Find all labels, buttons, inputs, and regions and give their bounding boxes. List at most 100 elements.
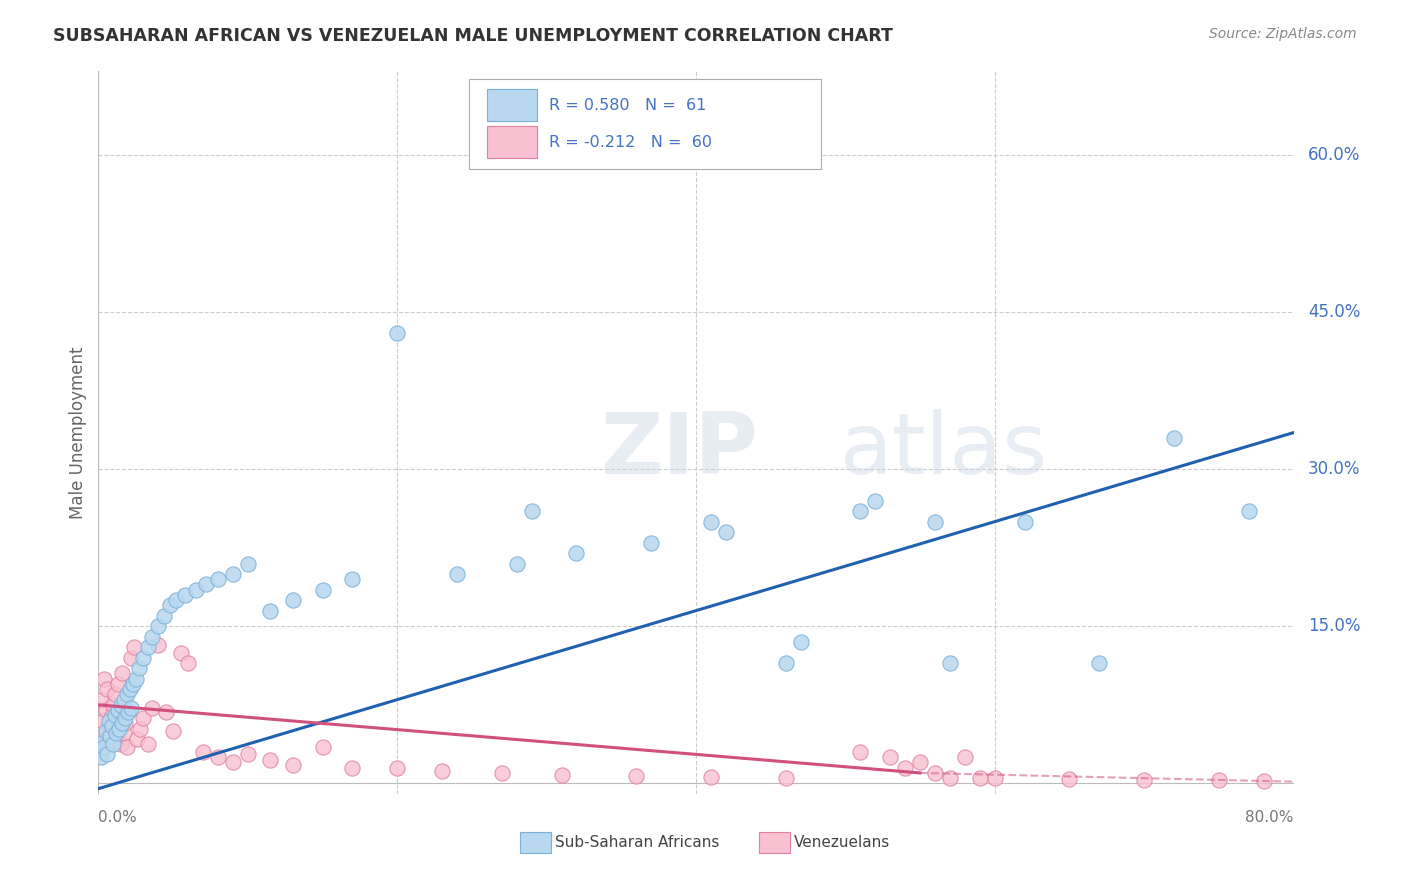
Point [114, 711, 136, 725]
Point [125, 672, 148, 686]
Point [128, 661, 150, 675]
Y-axis label: Male Unemployment: Male Unemployment [69, 346, 87, 519]
Point [121, 677, 143, 691]
Point [939, 656, 962, 670]
Point [849, 504, 872, 518]
Point [236, 747, 259, 761]
Point [101, 708, 124, 723]
Point [105, 734, 128, 748]
Point [89, 724, 111, 739]
Point [281, 757, 304, 772]
Point [96, 747, 118, 761]
FancyBboxPatch shape [470, 78, 821, 169]
Point [98, 719, 122, 733]
Text: 80.0%: 80.0% [1246, 810, 1294, 824]
Point [1133, 773, 1156, 788]
Point [111, 666, 134, 681]
Point [141, 701, 163, 715]
Point [640, 535, 662, 549]
Point [550, 768, 572, 782]
Point [195, 577, 218, 591]
Point [90, 750, 112, 764]
Point [311, 582, 333, 597]
Point [96, 682, 118, 697]
Point [342, 572, 364, 586]
Point [385, 761, 409, 775]
Point [311, 739, 333, 754]
Point [610, 137, 633, 152]
Point [91, 734, 114, 748]
Text: SUBSAHARAN AFRICAN VS VENEZUELAN MALE UNEMPLOYMENT CORRELATION CHART: SUBSAHARAN AFRICAN VS VENEZUELAN MALE UN… [53, 27, 893, 45]
FancyBboxPatch shape [486, 89, 537, 121]
Text: 45.0%: 45.0% [1308, 303, 1360, 321]
Point [969, 771, 991, 785]
Point [111, 715, 134, 730]
Point [924, 766, 946, 780]
Point [1237, 504, 1260, 518]
Point [94, 724, 117, 739]
Point [97, 729, 120, 743]
Text: 15.0%: 15.0% [1308, 617, 1361, 635]
Point [939, 771, 962, 785]
Point [117, 705, 139, 719]
Text: 30.0%: 30.0% [1308, 460, 1361, 478]
Point [879, 750, 901, 764]
Point [148, 619, 170, 633]
Point [107, 677, 129, 691]
Point [1253, 774, 1275, 789]
Point [132, 711, 155, 725]
Point [103, 737, 125, 751]
Point [110, 698, 132, 712]
Point [491, 766, 513, 780]
FancyBboxPatch shape [520, 832, 551, 853]
Point [141, 630, 163, 644]
Text: R = 0.580   N =  61: R = 0.580 N = 61 [548, 98, 706, 113]
Point [789, 635, 811, 649]
Point [565, 546, 588, 560]
Point [714, 525, 737, 540]
Text: 0.0%: 0.0% [98, 810, 138, 824]
Point [120, 701, 142, 715]
Point [281, 593, 304, 607]
Point [984, 771, 1007, 785]
Point [162, 724, 184, 739]
FancyBboxPatch shape [486, 126, 537, 158]
Point [849, 745, 872, 759]
Point [89, 745, 111, 759]
Point [129, 722, 152, 736]
Text: Venezuelans: Venezuelans [794, 835, 890, 850]
Point [1163, 431, 1185, 445]
Point [159, 599, 181, 613]
Text: Sub-Saharan Africans: Sub-Saharan Africans [555, 835, 720, 850]
Text: ZIP: ZIP [600, 409, 758, 492]
Point [222, 566, 245, 581]
Point [207, 572, 229, 586]
Point [430, 764, 453, 778]
Point [132, 650, 155, 665]
Point [174, 588, 197, 602]
Point [626, 769, 648, 783]
Point [385, 326, 409, 340]
Point [342, 761, 364, 775]
Point [97, 714, 120, 728]
Point [446, 566, 468, 581]
Point [184, 582, 207, 597]
Point [104, 687, 127, 701]
Point [165, 593, 187, 607]
Point [775, 771, 797, 785]
Text: Source: ZipAtlas.com: Source: ZipAtlas.com [1209, 27, 1357, 41]
Point [924, 515, 946, 529]
Point [136, 640, 159, 655]
Point [105, 726, 128, 740]
Point [775, 656, 797, 670]
Point [117, 705, 139, 719]
Point [94, 703, 117, 717]
Point [259, 604, 281, 618]
Text: atlas: atlas [839, 409, 1047, 492]
Point [153, 608, 176, 623]
Text: 60.0%: 60.0% [1308, 146, 1360, 164]
Point [908, 756, 931, 770]
Point [953, 750, 976, 764]
Point [259, 753, 281, 767]
Point [136, 737, 159, 751]
